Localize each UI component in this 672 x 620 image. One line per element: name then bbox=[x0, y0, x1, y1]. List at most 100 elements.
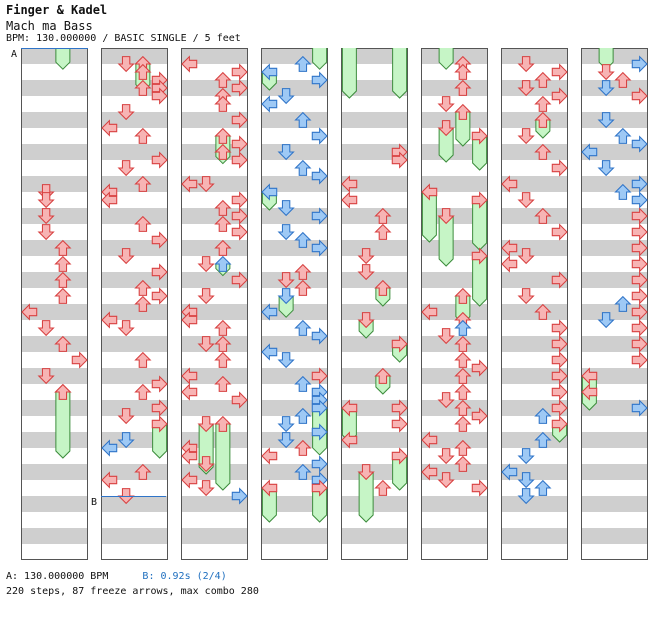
step-note bbox=[294, 375, 312, 392]
right-arrow-icon bbox=[311, 455, 328, 473]
beat-stripe bbox=[421, 272, 488, 288]
up-arrow-icon bbox=[214, 143, 232, 160]
beat-stripe bbox=[581, 464, 648, 480]
up-arrow-icon bbox=[454, 455, 472, 472]
right-arrow-icon bbox=[231, 191, 248, 209]
beat-stripe bbox=[501, 400, 568, 416]
step-note bbox=[181, 367, 198, 385]
step-note bbox=[341, 175, 358, 193]
down-arrow-icon bbox=[517, 288, 535, 305]
step-note bbox=[311, 207, 328, 225]
step-note bbox=[37, 208, 55, 225]
right-arrow-icon bbox=[151, 87, 168, 105]
step-note bbox=[261, 95, 278, 113]
right-arrow-icon bbox=[631, 191, 648, 209]
step-note bbox=[312, 48, 328, 70]
step-note bbox=[151, 151, 168, 169]
beat-stripe bbox=[181, 240, 248, 256]
down-arrow-icon bbox=[117, 56, 135, 73]
step-note bbox=[581, 143, 598, 161]
step-note bbox=[391, 399, 408, 417]
chart-panel bbox=[181, 48, 248, 560]
up-arrow-icon bbox=[374, 207, 392, 224]
step-note bbox=[534, 303, 552, 320]
freeze-arrow-body bbox=[312, 48, 328, 70]
beat-stripe bbox=[261, 240, 328, 256]
step-note bbox=[357, 464, 375, 523]
step-note bbox=[614, 71, 632, 88]
step-note bbox=[551, 335, 568, 353]
step-note bbox=[214, 255, 232, 277]
up-arrow-icon bbox=[214, 319, 232, 336]
step-note bbox=[21, 303, 38, 321]
left-arrow-icon bbox=[421, 303, 438, 321]
right-arrow-icon bbox=[311, 71, 328, 89]
right-arrow-icon bbox=[311, 423, 328, 441]
left-arrow-icon bbox=[581, 367, 598, 385]
step-note bbox=[151, 87, 168, 105]
right-arrow-icon bbox=[631, 335, 648, 353]
left-arrow-icon bbox=[181, 367, 198, 385]
right-arrow-icon bbox=[631, 271, 648, 289]
step-note bbox=[391, 447, 408, 491]
step-note bbox=[581, 383, 598, 401]
beat-stripe bbox=[261, 304, 328, 320]
step-note bbox=[151, 415, 168, 459]
freeze-arrow-body bbox=[215, 423, 231, 491]
right-arrow-icon bbox=[151, 399, 168, 417]
right-arrow-icon bbox=[631, 287, 648, 305]
step-note bbox=[517, 448, 535, 465]
beat-stripe bbox=[181, 208, 248, 224]
step-note bbox=[374, 223, 392, 240]
step-note bbox=[294, 439, 312, 456]
beat-stripe bbox=[101, 496, 168, 512]
down-arrow-icon bbox=[37, 192, 55, 209]
left-arrow-icon bbox=[101, 119, 118, 137]
beat-stripe bbox=[421, 80, 488, 96]
right-arrow-icon bbox=[231, 223, 248, 241]
step-note bbox=[421, 303, 438, 321]
step-note bbox=[454, 455, 472, 472]
beat-stripe bbox=[261, 176, 328, 192]
beat-stripe bbox=[21, 240, 88, 256]
down-arrow-icon bbox=[117, 104, 135, 121]
right-arrow-icon bbox=[311, 327, 328, 345]
stop-info: B: 0.92s (2/4) bbox=[142, 571, 227, 582]
right-arrow-icon bbox=[551, 159, 568, 177]
step-note bbox=[534, 479, 552, 496]
up-arrow-icon bbox=[534, 95, 552, 112]
step-note bbox=[374, 207, 392, 224]
beat-stripe bbox=[421, 144, 488, 160]
right-arrow-icon bbox=[471, 359, 488, 377]
down-arrow-icon bbox=[437, 96, 455, 113]
beat-stripe bbox=[341, 80, 408, 96]
beat-stripe bbox=[501, 432, 568, 448]
step-note bbox=[341, 431, 358, 449]
right-arrow-icon bbox=[231, 79, 248, 97]
beat-stripe bbox=[21, 304, 88, 320]
step-stats: 220 steps, 87 freeze arrows, max combo 2… bbox=[6, 586, 259, 597]
right-arrow-icon bbox=[151, 287, 168, 305]
step-note bbox=[294, 463, 312, 480]
down-arrow-icon bbox=[517, 80, 535, 97]
down-arrow-icon bbox=[277, 288, 295, 305]
step-note bbox=[597, 80, 615, 97]
step-note bbox=[437, 208, 455, 267]
step-note bbox=[631, 287, 648, 305]
right-arrow-icon bbox=[151, 231, 168, 249]
step-note bbox=[181, 447, 198, 465]
beat-stripe bbox=[581, 400, 648, 416]
left-arrow-icon bbox=[261, 447, 278, 465]
step-note bbox=[501, 239, 518, 257]
beat-stripe bbox=[581, 272, 648, 288]
down-arrow-icon bbox=[437, 208, 455, 225]
right-arrow-icon bbox=[231, 207, 248, 225]
left-arrow-icon bbox=[181, 311, 198, 329]
beat-stripe bbox=[501, 528, 568, 544]
step-note bbox=[231, 79, 248, 97]
step-note bbox=[614, 183, 632, 200]
step-note bbox=[437, 448, 455, 465]
beat-stripe bbox=[341, 272, 408, 288]
step-note bbox=[391, 415, 408, 433]
up-arrow-icon bbox=[54, 287, 72, 304]
